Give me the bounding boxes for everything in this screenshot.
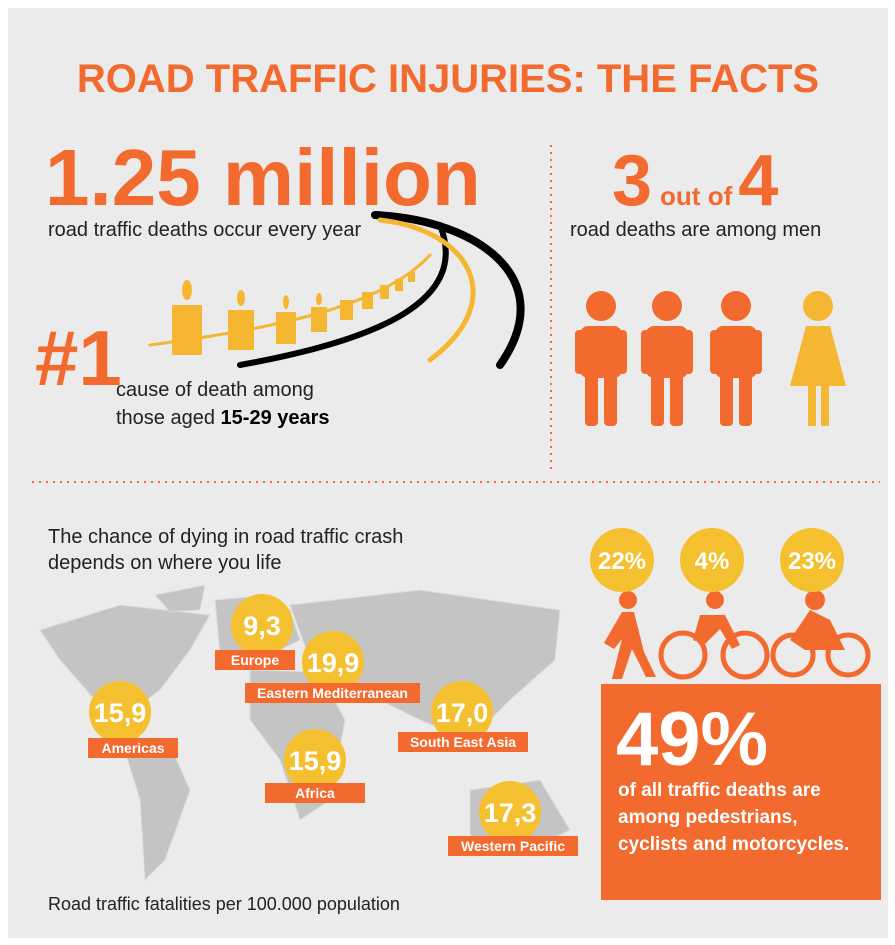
region-value: 15,9	[94, 698, 147, 728]
percentage: 23%	[788, 548, 836, 575]
region-label-box	[265, 783, 365, 803]
region-bubble	[284, 729, 346, 791]
region-label-box	[215, 650, 295, 670]
region-name: South East Asia	[410, 734, 516, 750]
men-icons	[575, 291, 762, 426]
mode-icons	[604, 590, 871, 680]
mode-percentages: 22% 4% 23%	[590, 528, 844, 592]
deaths-number: 1.25 million	[45, 133, 481, 222]
region-bubble	[302, 631, 364, 693]
region-bubble	[431, 681, 493, 743]
region-name: Western Pacific	[461, 838, 565, 854]
region-name: Americas	[101, 740, 164, 756]
map-intro: depends on where you life	[48, 552, 282, 574]
total-number: 49%	[616, 697, 768, 782]
region-value: 17,3	[484, 798, 537, 828]
region-bubble	[479, 781, 541, 843]
region-bubble	[89, 681, 151, 743]
region-label-box	[88, 738, 178, 758]
percentage-bubble	[590, 528, 654, 592]
region-label-box	[448, 836, 578, 856]
candles	[172, 272, 415, 355]
region-value: 9,3	[243, 611, 281, 641]
region-name: Africa	[295, 785, 335, 801]
total-panel	[601, 684, 881, 900]
region-value: 15,9	[289, 746, 342, 776]
region-label-box	[398, 732, 528, 752]
region-value: 17,0	[436, 698, 489, 728]
total-text: of all traffic deaths are	[618, 780, 821, 801]
total-text: cyclists and motorcycles.	[618, 834, 849, 855]
footnote: Road traffic fatalities per 100.000 popu…	[48, 894, 400, 914]
percentage: 22%	[598, 548, 646, 575]
region-label-box	[245, 683, 420, 703]
rank-line2: those aged 15-29 years	[116, 407, 330, 429]
deaths-text: road traffic deaths occur every year	[48, 219, 361, 241]
percentage-bubble	[680, 528, 744, 592]
woman-icon	[790, 291, 846, 426]
region-name: Eastern Mediterranean	[257, 685, 408, 701]
rank-line1: cause of death among	[116, 379, 314, 401]
region-value: 19,9	[307, 648, 360, 678]
percentage: 4%	[695, 548, 730, 575]
percentage-bubble	[780, 528, 844, 592]
map-intro: The chance of dying in road traffic cras…	[48, 526, 403, 548]
title: ROAD TRAFFIC INJURIES: THE FACTS	[77, 57, 819, 101]
men-text: road deaths are among men	[570, 219, 821, 241]
men-fraction: 3 out of4	[612, 141, 778, 221]
rank-number: #1	[35, 314, 122, 402]
regions: 9,3 Europe 19,9 Eastern Mediterranean 15,9 Am…	[88, 594, 578, 856]
region-bubble	[231, 594, 293, 656]
total-text: among pedestrians,	[618, 807, 798, 828]
region-name: Europe	[231, 652, 279, 668]
